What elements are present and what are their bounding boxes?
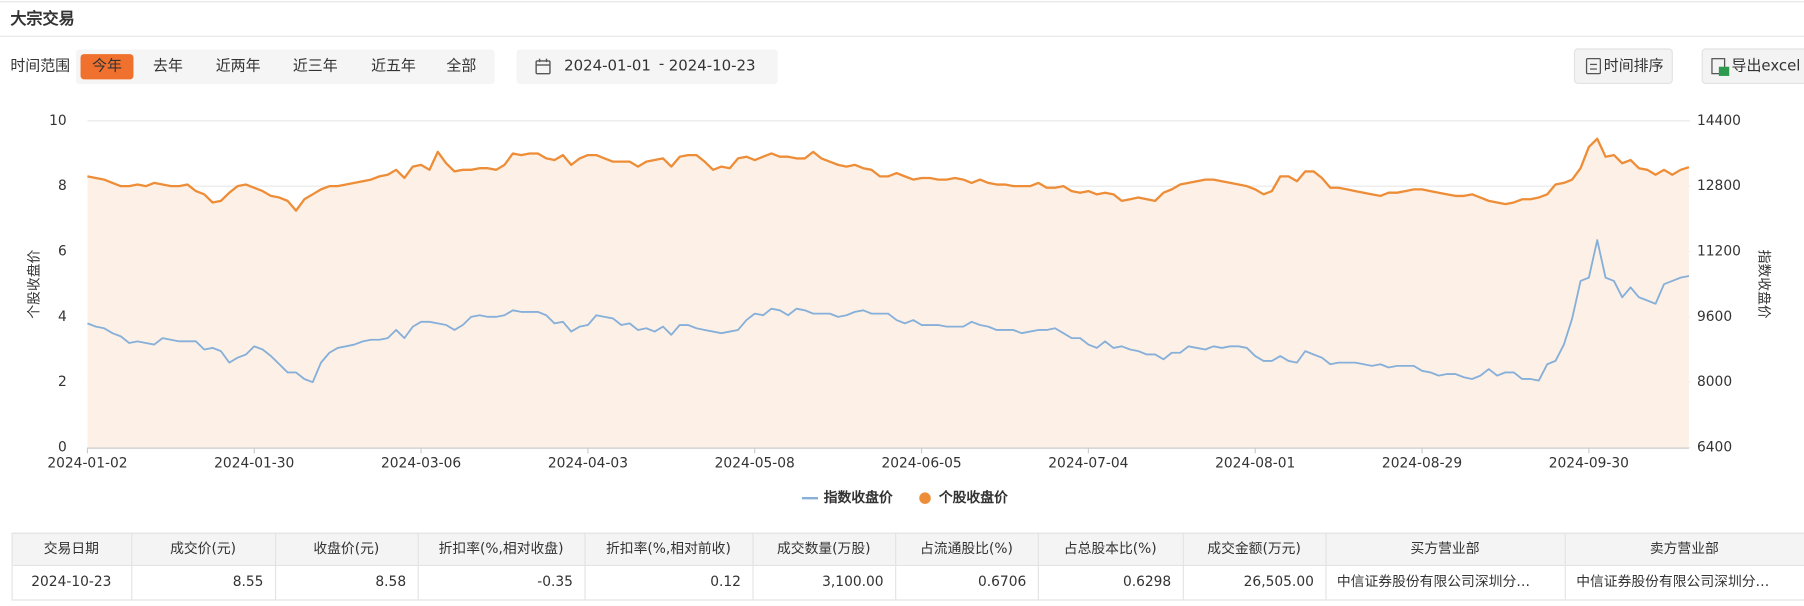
table-header: 交易日期 <box>44 540 99 557</box>
table-header-bg <box>11 532 1804 565</box>
table-header: 收盘价(元) <box>313 540 379 557</box>
y2-tick-label: 11200 <box>1697 244 1741 260</box>
range-button[interactable]: 近两年 <box>216 57 261 75</box>
x-tick-label: 2024-09-30 <box>1549 456 1629 472</box>
x-tick-label: 2024-06-05 <box>881 456 961 472</box>
export-button-label[interactable]: 导出excel <box>1732 57 1801 75</box>
y2-tick-label: 14400 <box>1697 113 1741 129</box>
table-cell: 中信证券股份有限公司深圳分… <box>1576 574 1769 590</box>
range-button[interactable]: 近三年 <box>293 57 338 75</box>
page-title: 大宗交易 <box>10 9 74 28</box>
table-cell: 8.58 <box>375 574 406 590</box>
table-header: 成交数量(万股) <box>777 540 871 557</box>
table-cell: 0.12 <box>710 574 741 590</box>
area <box>87 138 1689 448</box>
x-tick-label: 2024-08-29 <box>1382 456 1462 472</box>
legend-swatch <box>919 492 931 504</box>
line <box>87 239 1690 384</box>
table-cell: -0.35 <box>537 574 573 590</box>
start-date[interactable]: 2024-01-01 <box>564 57 651 75</box>
table-cell: 中信证券股份有限公司深圳分… <box>1337 574 1530 590</box>
x-tick-label: 2024-04-03 <box>548 456 628 472</box>
line <box>87 137 1690 212</box>
date-separator: - <box>659 54 664 72</box>
x-tick-label: 2024-08-01 <box>1215 456 1295 472</box>
table-header: 折扣率(%,相对前收) <box>606 540 731 557</box>
table-header: 成交价(元) <box>170 540 236 557</box>
x-tick-label: 2024-07-04 <box>1048 456 1128 472</box>
table-cell: 26,505.00 <box>1244 574 1314 590</box>
table-header: 占总股本比(%) <box>1064 541 1157 557</box>
legend-label: 个股收盘价 <box>938 489 1008 506</box>
sort-icon <box>1585 58 1601 75</box>
sort-button[interactable] <box>1573 48 1673 84</box>
table-header: 折扣率(%,相对收盘) <box>439 540 564 557</box>
toolbar: 时间范围 2024-01-01 - 2024-10-23 时间排序 导出exce… <box>10 48 1804 84</box>
x-tick-label: 2024-03-06 <box>381 456 461 472</box>
end-date[interactable]: 2024-10-23 <box>669 57 756 75</box>
y-tick-label: 6 <box>58 244 67 260</box>
y-tick-label: 4 <box>58 309 67 325</box>
y2-tick-label: 9600 <box>1697 309 1732 325</box>
legend-label: 指数收盘价 <box>824 489 893 506</box>
table-cell: 2024-10-23 <box>31 574 111 590</box>
y2-tick-label: 8000 <box>1697 374 1732 390</box>
y2-tick-label: 6400 <box>1697 440 1732 456</box>
y-tick-label: 2 <box>58 374 67 390</box>
table-header: 成交金额(万元) <box>1207 540 1301 557</box>
range-button[interactable]: 去年 <box>153 57 183 75</box>
x-tick-label: 2024-01-02 <box>47 456 127 472</box>
range-group <box>75 49 495 84</box>
table-cell: 3,100.00 <box>822 574 883 590</box>
y-tick-label: 10 <box>49 113 67 129</box>
y-tick-label: 8 <box>58 178 67 194</box>
x-tick-label: 2024-05-08 <box>715 456 795 472</box>
table-header: 占流通股比(%) <box>920 541 1013 557</box>
excel-icon <box>1711 58 1730 76</box>
range-button-active[interactable] <box>80 54 134 80</box>
y2-axis-label: 指数收盘价 <box>1756 250 1773 319</box>
date-box[interactable] <box>516 49 778 84</box>
range-button[interactable]: 全部 <box>446 57 476 75</box>
table-header: 卖方营业部 <box>1650 541 1719 557</box>
table-cell: 0.6298 <box>1123 574 1171 590</box>
range-button[interactable]: 今年 <box>92 57 122 75</box>
y2-tick-label: 12800 <box>1697 178 1741 194</box>
sort-button-label[interactable]: 时间排序 <box>1604 57 1664 75</box>
range-label: 时间范围 <box>10 57 70 75</box>
y-tick-label: 0 <box>58 440 67 456</box>
calendar-icon <box>535 58 551 75</box>
range-button[interactable]: 近五年 <box>371 57 416 75</box>
x-tick-label: 2024-01-30 <box>214 456 294 472</box>
table-cell: 8.55 <box>233 574 264 590</box>
y-axis-label: 个股收盘价 <box>26 249 43 318</box>
table-cell: 0.6706 <box>978 574 1026 590</box>
table-header: 买方营业部 <box>1411 541 1480 557</box>
